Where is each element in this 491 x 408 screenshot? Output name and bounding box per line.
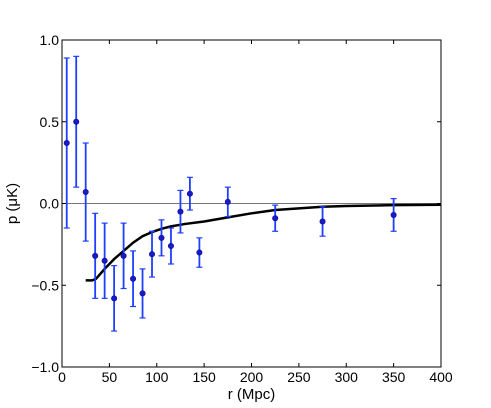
data-point xyxy=(272,215,279,222)
data-point xyxy=(224,198,231,205)
data-point xyxy=(92,252,99,259)
data-point xyxy=(101,257,108,264)
data-point xyxy=(111,295,118,302)
x-tick-label: 250 xyxy=(287,369,311,385)
y-tick-label: −0.5 xyxy=(31,277,59,293)
data-point xyxy=(63,140,70,147)
data-point xyxy=(73,118,80,125)
x-tick-label: 300 xyxy=(335,369,359,385)
model-curve xyxy=(85,203,442,282)
x-tick-label: 0 xyxy=(58,369,66,385)
plot-area xyxy=(61,39,442,368)
data-point xyxy=(167,243,174,250)
data-point xyxy=(186,190,193,197)
y-tick-label: −1.0 xyxy=(31,359,59,375)
y-tick-label: 0.5 xyxy=(40,114,60,130)
x-tick-label: 200 xyxy=(240,369,264,385)
y-tick-label: 1.0 xyxy=(40,32,60,48)
data-point xyxy=(120,252,127,259)
data-point xyxy=(319,218,326,225)
y-tick-labels: −1.0 −0.5 0.0 0.5 1.0 xyxy=(31,32,59,375)
x-tick-label: 150 xyxy=(192,369,216,385)
x-tick-label: 350 xyxy=(382,369,406,385)
data-point xyxy=(149,251,156,258)
axes-frame xyxy=(61,39,442,368)
data-point xyxy=(130,275,137,282)
x-tick-label: 50 xyxy=(102,369,118,385)
data-point xyxy=(196,249,203,256)
data-point xyxy=(177,208,184,215)
data-point xyxy=(139,290,146,297)
x-tick-label: 400 xyxy=(429,369,453,385)
x-tick-labels: 0 50 100 150 200 250 300 350 400 xyxy=(58,369,453,385)
y-tick-label: 0.0 xyxy=(40,196,60,212)
data-point xyxy=(158,234,165,241)
x-axis-label: r (Mpc) xyxy=(228,386,276,403)
data-point xyxy=(82,189,89,196)
y-axis-label: p (μK) xyxy=(4,183,21,224)
x-tick-label: 100 xyxy=(145,369,169,385)
data-point xyxy=(390,211,397,218)
